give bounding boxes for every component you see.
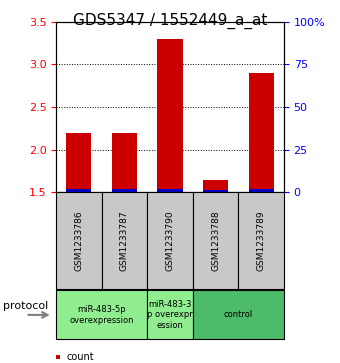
Bar bbox=[203, 190, 228, 192]
Bar bbox=[157, 189, 183, 192]
Bar bbox=[249, 73, 274, 192]
Text: GSM1233788: GSM1233788 bbox=[211, 210, 220, 271]
Text: GSM1233786: GSM1233786 bbox=[74, 210, 83, 271]
Text: GSM1233787: GSM1233787 bbox=[120, 210, 129, 271]
Bar bbox=[112, 133, 137, 192]
Bar bbox=[203, 180, 228, 192]
Text: protocol: protocol bbox=[3, 301, 49, 311]
Text: GDS5347 / 1552449_a_at: GDS5347 / 1552449_a_at bbox=[73, 13, 267, 29]
Text: miR-483-5p
overexpression: miR-483-5p overexpression bbox=[69, 305, 134, 325]
Text: GSM1233790: GSM1233790 bbox=[166, 210, 174, 271]
Bar bbox=[249, 189, 274, 192]
Text: miR-483-3
p overexpr
ession: miR-483-3 p overexpr ession bbox=[147, 300, 193, 330]
Text: GSM1233789: GSM1233789 bbox=[257, 210, 266, 271]
Bar bbox=[66, 133, 91, 192]
Text: control: control bbox=[224, 310, 253, 319]
Bar bbox=[112, 189, 137, 192]
Bar bbox=[157, 39, 183, 192]
Bar bbox=[66, 189, 91, 192]
Text: count: count bbox=[67, 352, 95, 362]
